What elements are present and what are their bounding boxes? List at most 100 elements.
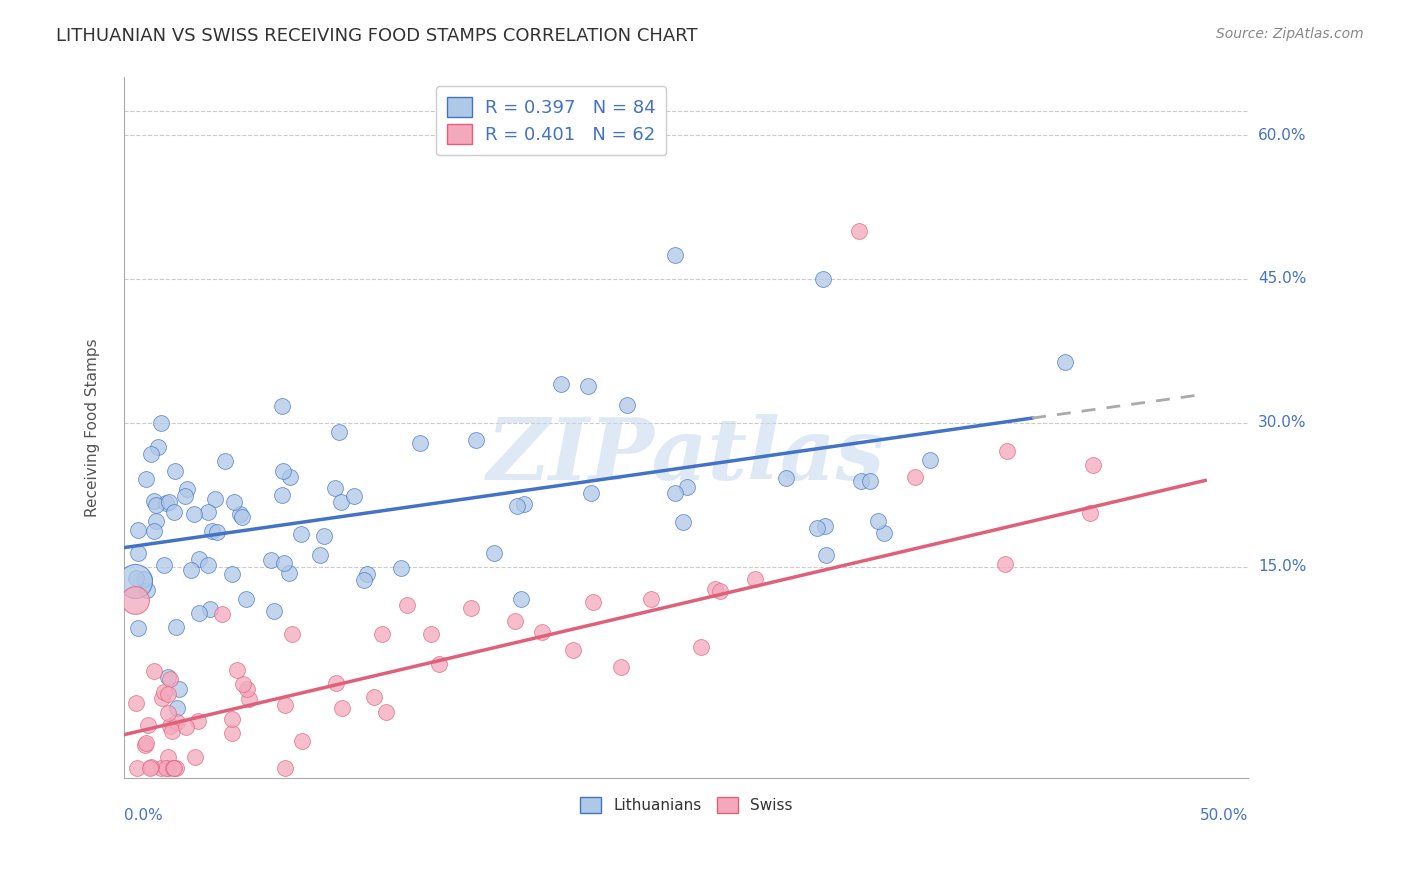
Point bbox=[274, 761, 297, 775]
Point bbox=[363, 690, 385, 704]
Point bbox=[278, 470, 301, 484]
Point bbox=[165, 620, 187, 634]
Point bbox=[235, 682, 257, 697]
Point bbox=[270, 488, 292, 502]
Point bbox=[145, 498, 167, 512]
Point bbox=[167, 682, 190, 697]
Point bbox=[136, 583, 159, 598]
Point bbox=[672, 516, 695, 530]
Point bbox=[226, 663, 249, 677]
Point bbox=[159, 719, 181, 733]
Point bbox=[125, 571, 148, 585]
Point bbox=[873, 526, 896, 541]
Point bbox=[146, 440, 169, 454]
Point bbox=[135, 472, 157, 486]
Point bbox=[127, 621, 149, 635]
Point bbox=[274, 698, 297, 712]
Point bbox=[163, 505, 186, 519]
Point bbox=[232, 676, 254, 690]
Text: ZIPatlas: ZIPatlas bbox=[486, 414, 886, 498]
Point bbox=[162, 761, 184, 775]
Point bbox=[866, 514, 889, 528]
Point bbox=[163, 464, 186, 478]
Point bbox=[290, 526, 312, 541]
Point bbox=[395, 598, 418, 612]
Point bbox=[155, 761, 177, 775]
Point bbox=[221, 726, 243, 740]
Point bbox=[273, 556, 295, 570]
Legend: Lithuanians, Swiss: Lithuanians, Swiss bbox=[574, 790, 799, 820]
Point bbox=[375, 705, 398, 719]
Text: 0.0%: 0.0% bbox=[124, 808, 163, 823]
Point bbox=[409, 436, 432, 450]
Point bbox=[159, 673, 181, 687]
Point bbox=[132, 572, 155, 586]
Point bbox=[149, 416, 172, 430]
Point bbox=[173, 489, 195, 503]
Point bbox=[806, 520, 828, 534]
Point bbox=[231, 510, 253, 524]
Point bbox=[187, 714, 209, 728]
Point bbox=[664, 248, 686, 262]
Point bbox=[260, 552, 283, 566]
Point bbox=[180, 563, 202, 577]
Text: 45.0%: 45.0% bbox=[1258, 271, 1306, 286]
Point bbox=[465, 433, 488, 447]
Point bbox=[506, 499, 529, 513]
Point bbox=[197, 505, 219, 519]
Point bbox=[163, 761, 186, 775]
Point bbox=[277, 566, 299, 580]
Point bbox=[325, 675, 347, 690]
Text: 30.0%: 30.0% bbox=[1258, 416, 1306, 430]
Point bbox=[145, 514, 167, 528]
Point bbox=[562, 643, 585, 657]
Point bbox=[201, 524, 224, 538]
Point bbox=[221, 712, 243, 726]
Point bbox=[142, 494, 165, 508]
Point bbox=[136, 718, 159, 732]
Point bbox=[640, 591, 662, 606]
Point bbox=[166, 701, 188, 715]
Point bbox=[271, 399, 294, 413]
Point bbox=[157, 750, 180, 764]
Point bbox=[509, 591, 531, 606]
Point bbox=[197, 558, 219, 572]
Point bbox=[343, 489, 366, 503]
Point bbox=[235, 592, 257, 607]
Point bbox=[152, 691, 174, 706]
Point bbox=[503, 614, 526, 628]
Point bbox=[815, 548, 838, 562]
Point bbox=[187, 606, 209, 620]
Point bbox=[576, 379, 599, 393]
Point bbox=[228, 507, 250, 521]
Point bbox=[616, 398, 638, 412]
Point bbox=[291, 734, 314, 748]
Point bbox=[1053, 355, 1076, 369]
Point bbox=[124, 574, 146, 589]
Point bbox=[222, 495, 245, 509]
Point bbox=[174, 720, 197, 734]
Point bbox=[124, 593, 146, 607]
Point bbox=[127, 523, 149, 537]
Point bbox=[273, 464, 295, 478]
Point bbox=[353, 573, 375, 587]
Point bbox=[135, 735, 157, 749]
Point bbox=[356, 567, 378, 582]
Text: 15.0%: 15.0% bbox=[1258, 559, 1306, 574]
Point bbox=[155, 495, 177, 509]
Point bbox=[139, 761, 162, 775]
Point bbox=[263, 604, 285, 618]
Point bbox=[157, 669, 180, 683]
Text: 60.0%: 60.0% bbox=[1258, 128, 1306, 143]
Point bbox=[221, 567, 243, 582]
Point bbox=[139, 760, 162, 774]
Point bbox=[238, 691, 260, 706]
Point bbox=[125, 696, 148, 710]
Point bbox=[204, 492, 226, 507]
Point bbox=[188, 551, 211, 566]
Point bbox=[153, 558, 176, 573]
Point bbox=[156, 706, 179, 721]
Point bbox=[183, 507, 205, 521]
Point bbox=[859, 474, 882, 488]
Text: 50.0%: 50.0% bbox=[1201, 808, 1249, 823]
